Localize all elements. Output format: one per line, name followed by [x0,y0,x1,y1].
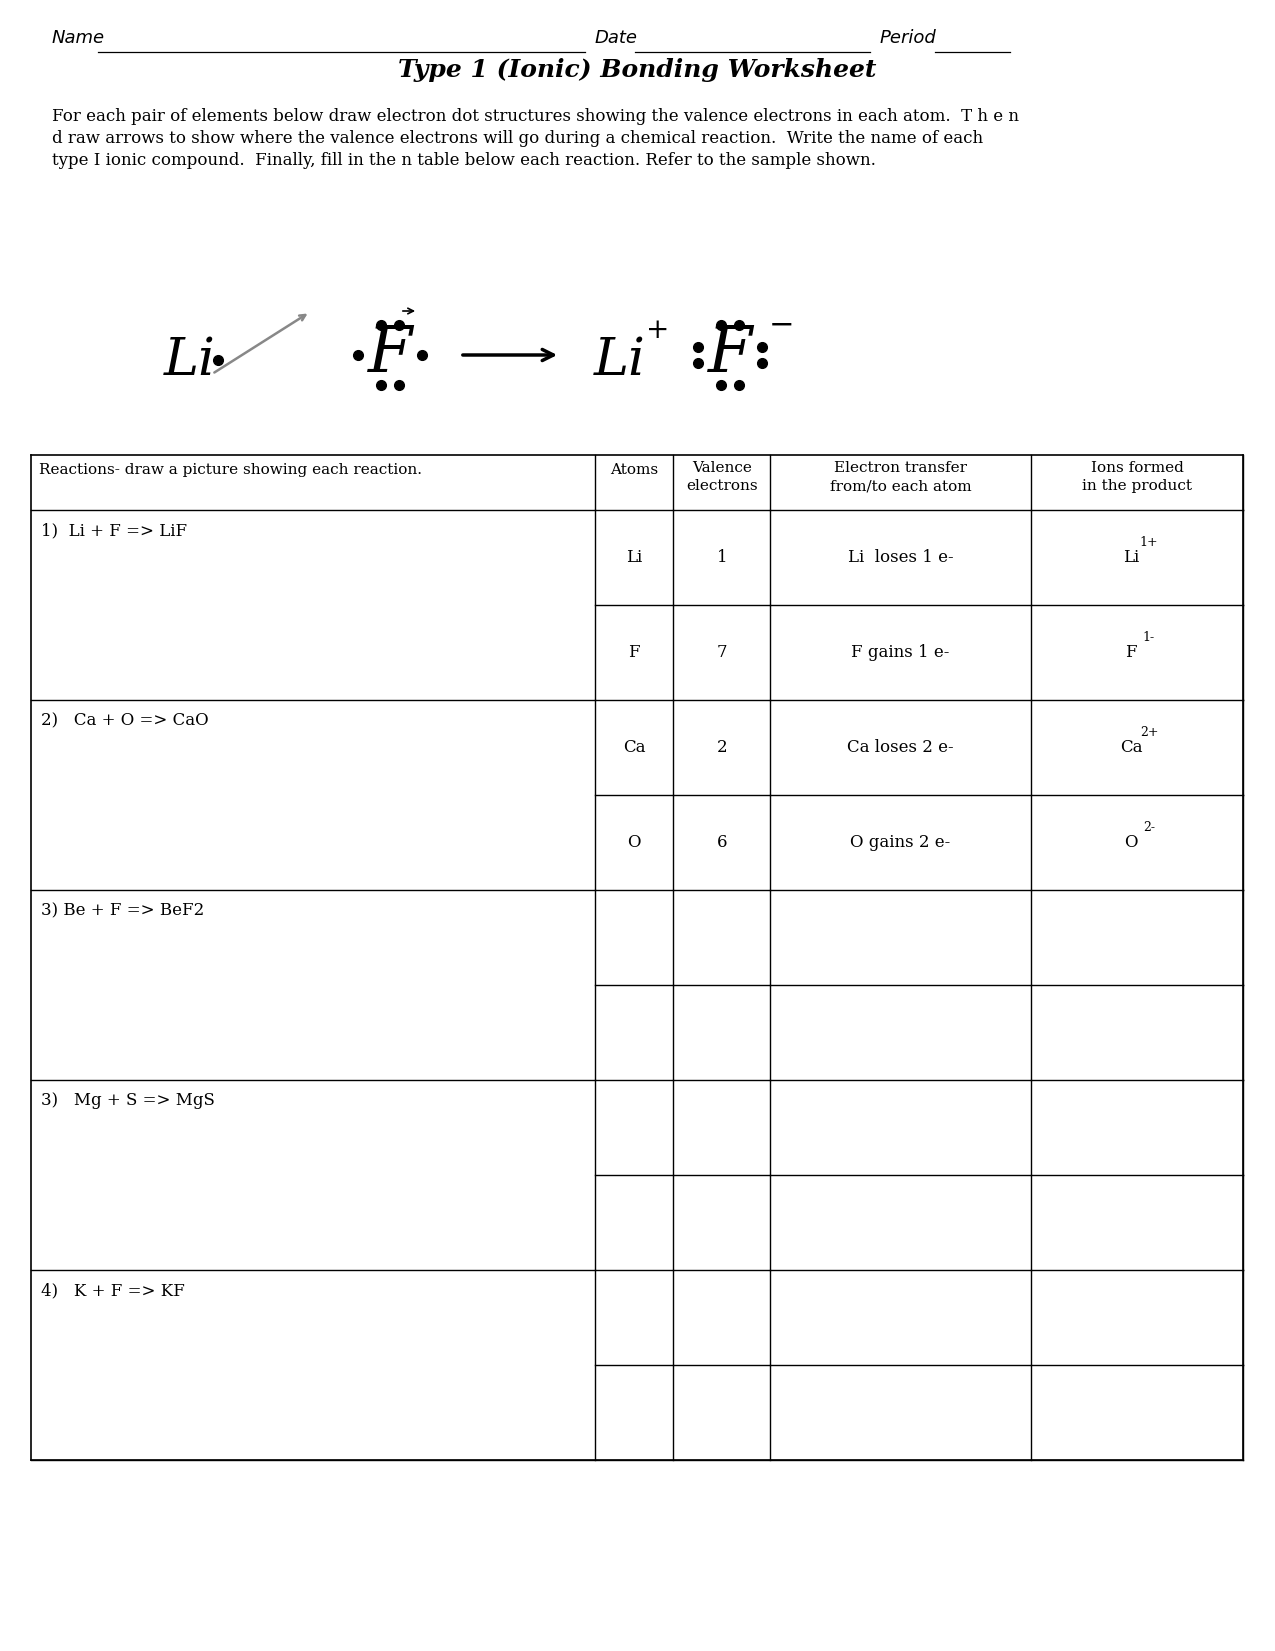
Text: 6: 6 [717,834,727,850]
Text: 1)  Li + F => LiF: 1) Li + F => LiF [41,522,187,538]
Text: For each pair of elements below draw electron dot structures showing the valence: For each pair of elements below draw ele… [52,107,1019,125]
Text: Reactions- draw a picture showing each reaction.: Reactions- draw a picture showing each r… [40,462,422,477]
Text: F: F [1125,644,1137,660]
Text: Date: Date [595,30,638,46]
Text: 2-: 2- [1142,821,1155,834]
Text: O: O [1125,834,1137,850]
Text: 4)   K + F => KF: 4) K + F => KF [41,1281,185,1299]
Text: d raw arrows to show where the valence electrons will go during a chemical react: d raw arrows to show where the valence e… [52,130,983,147]
Text: Atoms: Atoms [609,462,658,477]
Text: Li: Li [626,550,643,566]
Text: Li: Li [1123,550,1139,566]
Text: 3)   Mg + S => MgS: 3) Mg + S => MgS [41,1091,215,1109]
Text: 2: 2 [717,740,727,756]
Text: Li: Li [594,335,646,385]
Text: +: + [646,317,669,343]
Text: Ca loses 2 e-: Ca loses 2 e- [848,740,954,756]
Text: 2)   Ca + O => CaO: 2) Ca + O => CaO [41,712,209,730]
Text: 2+: 2+ [1140,726,1158,740]
Text: −: − [769,309,794,340]
Text: F: F [708,324,752,386]
Text: F: F [367,324,412,386]
Text: Li: Li [164,335,215,385]
Text: 1+: 1+ [1140,537,1158,550]
Text: from/to each atom: from/to each atom [830,479,972,494]
Text: O: O [627,834,641,850]
Text: 3) Be + F => BeF2: 3) Be + F => BeF2 [41,901,204,920]
Text: Ca: Ca [622,740,645,756]
Text: Electron transfer: Electron transfer [834,461,968,475]
Text: Period: Period [880,30,937,46]
Text: electrons: electrons [686,479,757,494]
Text: 7: 7 [717,644,727,660]
Text: Ca: Ca [1119,740,1142,756]
Text: type I ionic compound.  Finally, fill in the n table below each reaction. Refer : type I ionic compound. Finally, fill in … [52,152,876,168]
Text: Valence: Valence [692,461,752,475]
Text: 1: 1 [717,550,727,566]
Text: 1-: 1- [1142,631,1155,644]
Text: O gains 2 e-: O gains 2 e- [850,834,951,850]
Text: Name: Name [52,30,105,46]
Text: Type 1 (Ionic) Bonding Worksheet: Type 1 (Ionic) Bonding Worksheet [398,58,877,83]
Text: F gains 1 e-: F gains 1 e- [852,644,950,660]
Text: F: F [629,644,640,660]
Text: Li  loses 1 e-: Li loses 1 e- [848,550,954,566]
Text: in the product: in the product [1082,479,1192,494]
Text: Ions formed: Ions formed [1090,461,1183,475]
